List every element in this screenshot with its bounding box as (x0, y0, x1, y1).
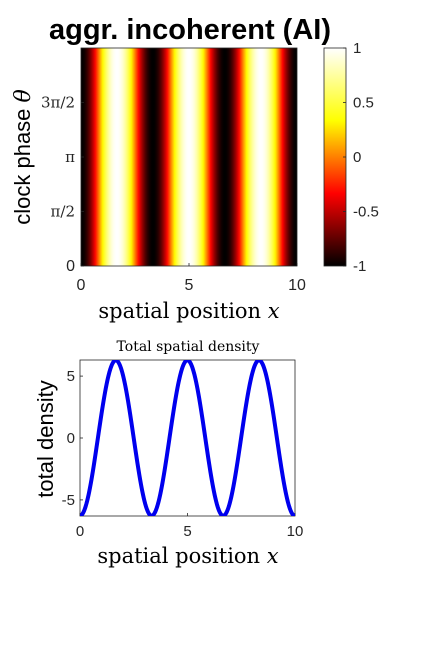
density-data-point (197, 378, 200, 381)
colorbar-tick-label: 0.5 (353, 95, 374, 112)
line-plot-area (79, 359, 296, 517)
density-data-point (175, 402, 178, 405)
density-data-point (89, 483, 92, 486)
density-data-point (283, 457, 286, 460)
density-data-point (294, 508, 297, 511)
colorbar-tick-label: -1 (353, 258, 366, 275)
density-data-point (122, 371, 125, 374)
colorbar-tick-label: -0.5 (353, 204, 379, 221)
line-x-tick-label: 10 (287, 523, 304, 540)
heatmap-x-tick-label: 10 (288, 277, 306, 294)
density-data-point (165, 471, 168, 474)
density-line-chart: Total spatial density 0 5 10 -505 spatial … (33, 339, 303, 568)
line-x-tick-label: 0 (76, 523, 84, 540)
heatmap-y-tick-label: 3π/2 (41, 94, 75, 112)
line-y-ticks: -5 0 5 (62, 368, 83, 509)
density-data-point (111, 365, 114, 368)
heatmap-y-ticks: 0 π/2 π 3π/2 (41, 94, 84, 275)
line-x-tick-label: 5 (183, 523, 191, 540)
density-data-point (143, 494, 146, 497)
line-y-tick-label: 0 (67, 430, 75, 447)
density-data-point (240, 457, 243, 460)
density-data-point (261, 359, 264, 362)
density-data-point (132, 430, 135, 433)
heatmap-y-tick-label: 0 (66, 258, 75, 275)
density-data-point (186, 359, 189, 362)
heatmap-y-tick-label: π/2 (51, 203, 75, 221)
heatmap-image (81, 48, 297, 266)
chart-title: aggr. incoherent (AI) (49, 14, 331, 46)
density-data-point (79, 514, 82, 517)
density-data-point (154, 514, 157, 517)
line-y-tick-label: -5 (62, 492, 75, 509)
line-x-axis-label: spatial position x (97, 544, 278, 568)
density-data-point (208, 443, 211, 446)
density-data-point (251, 390, 254, 393)
colorbar: -1 -0.5 0 0.5 1 (323, 40, 379, 275)
density-data-point (272, 390, 275, 393)
colorbar-gradient (323, 47, 347, 267)
heatmap-x-ticks: 0 5 10 (77, 263, 306, 294)
density-data-point (100, 416, 103, 419)
line-y-axis-label: total density (33, 380, 58, 497)
colorbar-ticks: -1 -0.5 0 0.5 1 (343, 40, 379, 275)
density-data-point (229, 508, 232, 511)
heatmap-y-axis-label: clock phase θ (10, 89, 36, 225)
colorbar-tick-label: 0 (353, 149, 361, 166)
line-chart-title: Total spatial density (117, 339, 260, 355)
line-x-ticks: 0 5 10 (76, 513, 304, 540)
heatmap-y-tick-label: π (65, 148, 75, 166)
series-total-density-line (80, 360, 295, 516)
density-data-point (218, 502, 221, 505)
heatmap-x-tick-label: 0 (77, 277, 86, 294)
line-y-tick-label: 5 (67, 368, 75, 385)
heatmap-x-axis-label: spatial position x (98, 299, 279, 323)
heatmap-x-tick-label: 5 (185, 277, 194, 294)
colorbar-tick-label: 1 (353, 40, 361, 57)
heatmap-chart: 0 5 10 0 π/2 π 3π/2 spatial position x clock … (10, 47, 306, 323)
